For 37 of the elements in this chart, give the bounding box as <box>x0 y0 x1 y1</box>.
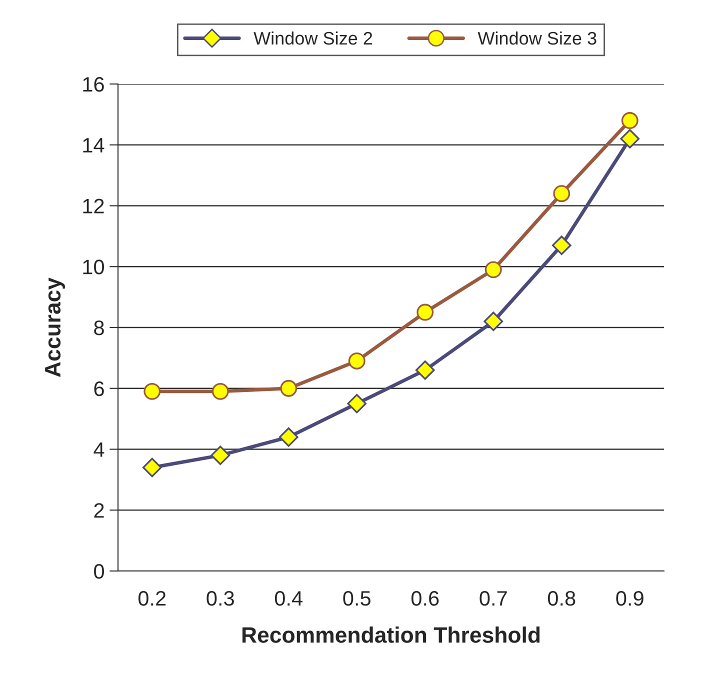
point <box>484 312 504 332</box>
point <box>348 352 366 370</box>
point <box>210 446 230 466</box>
point <box>552 236 572 255</box>
x-tick-label: 0.6 <box>411 590 439 606</box>
x-axis-title: Recommendation Threshold <box>242 626 540 643</box>
point <box>553 185 570 202</box>
x-tick-label: 0.5 <box>343 590 370 606</box>
point <box>416 304 434 321</box>
x-tick-label: 0.8 <box>548 590 576 606</box>
y-tick-label: 6 <box>94 381 104 396</box>
y-tick-label: 14 <box>83 138 104 152</box>
point <box>347 394 367 414</box>
x-tick-label: 0.3 <box>206 590 234 606</box>
legend-label: Window Size 2 <box>254 31 372 45</box>
point <box>621 112 638 129</box>
y-axis-title: Accuracy <box>45 278 65 377</box>
y-tick-label: 12 <box>83 198 104 214</box>
y-tick-label: 8 <box>94 320 104 336</box>
point <box>415 360 435 380</box>
x-tick-label: 0.9 <box>616 590 644 606</box>
point <box>212 382 229 400</box>
y-tick-label: 16 <box>83 77 104 92</box>
point <box>142 458 162 478</box>
legend-label: Window Size 3 <box>478 31 596 45</box>
y-tick-label: 0 <box>94 564 104 579</box>
point <box>620 129 640 148</box>
y-tick-label: 2 <box>94 503 104 518</box>
y-tick-label: 4 <box>94 442 104 457</box>
x-tick-label: 0.4 <box>274 590 302 606</box>
y-tick-label: 10 <box>83 260 104 274</box>
point <box>280 380 298 397</box>
point <box>144 382 161 400</box>
point <box>278 427 298 447</box>
x-tick-label: 0.2 <box>138 590 166 606</box>
x-tick-label: 0.7 <box>480 590 507 606</box>
point <box>484 261 502 278</box>
